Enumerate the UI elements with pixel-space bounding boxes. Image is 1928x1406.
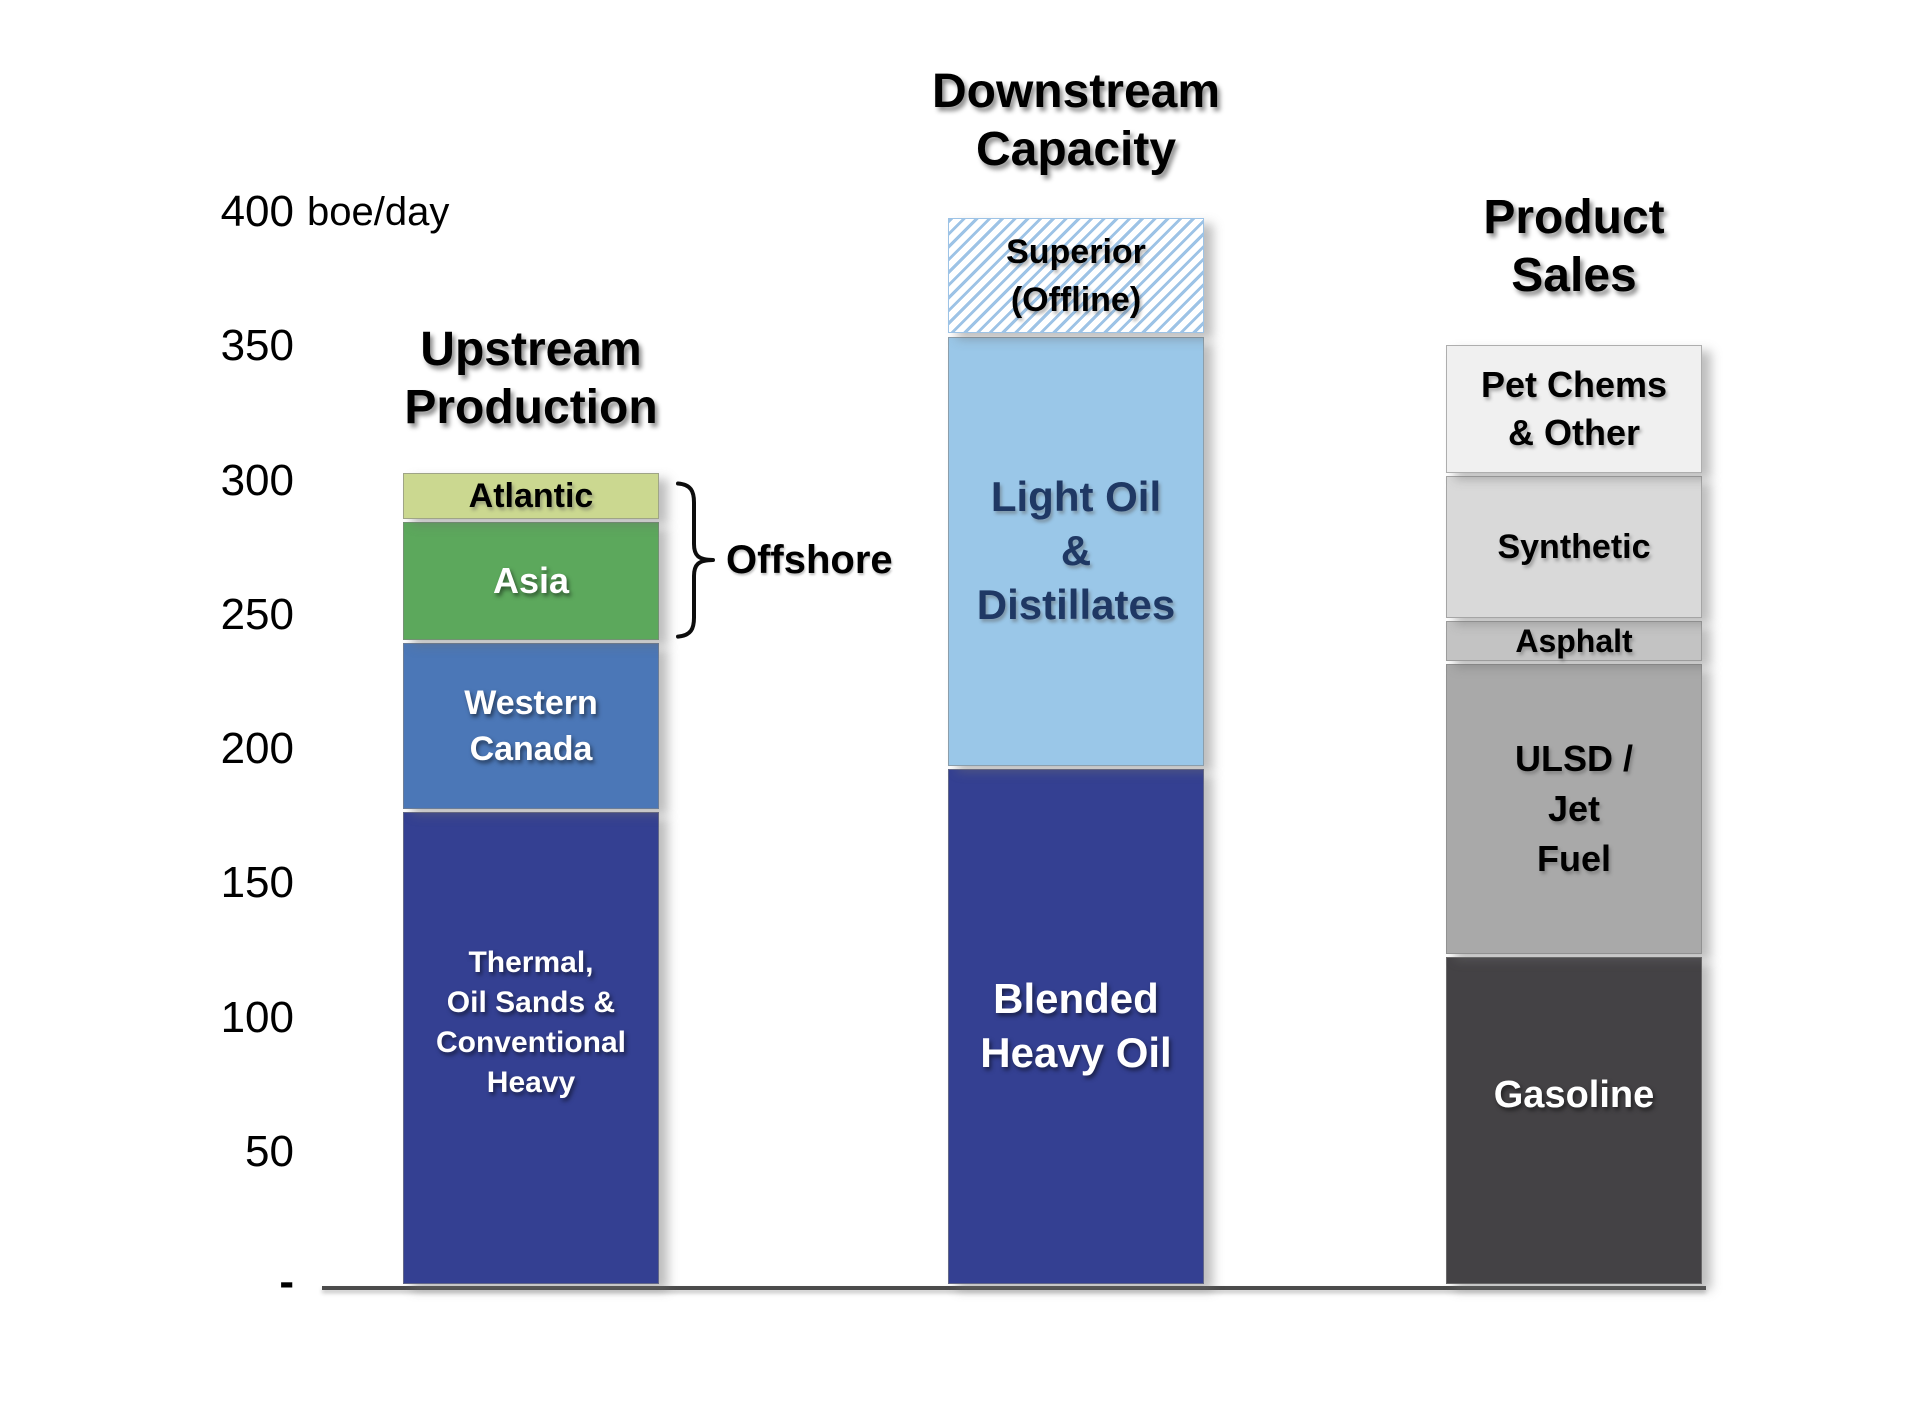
segment-product-sales-1: ULSD / Jet Fuel [1446,664,1702,954]
segment-label-line: Conventional [435,1025,626,1059]
group-title-0: Upstream Production [131,321,931,437]
segment-label: Blended Heavy Oil [980,972,1171,1080]
segment-label: Asia [493,559,569,603]
segment-label-line: Gasoline [1493,1074,1655,1117]
segment-label-line: Pet Chems [1480,363,1668,405]
y-axis-tick-300: 300 [220,455,294,505]
group-title-line: Upstream [420,323,642,376]
segment-label: Synthetic [1497,526,1650,568]
group-title-line: Product [1483,191,1665,244]
segment-upstream-production-2: Asia [403,521,659,640]
segment-product-sales-4: Pet Chems & Other [1446,344,1702,474]
segment-label-line: Heavy [486,1065,576,1099]
segment-upstream-production-0: Thermal, Oil Sands & Conventional Heavy [403,811,659,1284]
segment-label: Superior (Offline) [1006,228,1146,324]
segment-label-line: Oil Sands & [446,985,616,1019]
y-axis-tick-150: 150 [220,858,294,908]
segment-label-line: Canada [469,729,593,768]
segment-label-line: Atlantic [468,477,594,516]
segment-label-line: Blended [993,975,1159,1023]
y-axis-tick-400: 400 [220,187,294,236]
segment-label-line: & [1060,527,1092,575]
group-title-1: Downstream Capacity [676,63,1476,179]
segment-upstream-production-3: Atlantic [403,473,659,519]
segment-label-line: Light Oil [990,473,1162,521]
segment-label-line: & Other [1507,411,1640,453]
segment-product-sales-3: Synthetic [1446,476,1702,619]
segment-label: Thermal, Oil Sands & Conventional Heavy [436,943,626,1103]
segment-label: Atlantic [469,476,594,516]
segment-label-line: (Offline) [1010,280,1142,319]
segment-label: ULSD / Jet Fuel [1515,734,1633,884]
group-title-line: Capacity [975,123,1177,176]
segment-label-line: Synthetic [1497,528,1651,567]
y-axis-tick-350: 350 [220,321,294,371]
segment-label-line: Jet [1547,787,1600,829]
y-axis-tick-zero: - [279,1257,294,1306]
offshore-annotation-label: Offshore [726,538,893,583]
y-axis-tick-50: 50 [245,1126,294,1176]
segment-label-line: Heavy Oil [980,1029,1172,1077]
segment-label-line: Asphalt [1515,623,1633,660]
segment-label: Western Canada [464,680,598,772]
y-axis-tick-200: 200 [220,724,294,773]
x-axis-line [322,1286,1706,1290]
segment-label: Asphalt [1515,622,1632,660]
segment-downstream-capacity-1: Light Oil & Distillates [948,336,1204,766]
segment-label-line: Thermal, [468,945,594,979]
group-title-line: Production [404,381,658,434]
y-axis-tick-100: 100 [220,992,294,1042]
segment-label: Gasoline [1494,1072,1655,1118]
segment-label: Light Oil & Distillates [977,470,1175,632]
segment-downstream-capacity-2: Superior (Offline) [948,218,1204,334]
segment-label-line: Distillates [976,581,1176,629]
segment-product-sales-2: Asphalt [1446,621,1702,662]
group-title-line: Downstream [931,65,1221,118]
segment-label-line: Western [464,683,598,722]
segment-upstream-production-1: Western Canada [403,642,659,809]
segment-label-line: Asia [492,559,570,601]
offshore-brace-icon [676,481,715,639]
axis-unit-label: boe/day [307,190,450,234]
segment-label-line: Superior [1006,232,1146,271]
segment-label-line: ULSD / [1514,737,1633,779]
segment-label-line: Fuel [1536,837,1611,879]
group-title-2: Product Sales [1174,189,1928,305]
segment-product-sales-0: Gasoline [1446,956,1702,1284]
y-axis-tick-250: 250 [220,589,294,639]
group-title-line: Sales [1511,249,1637,302]
segment-label: Pet Chems & Other [1481,361,1667,457]
segment-downstream-capacity-0: Blended Heavy Oil [948,768,1204,1284]
